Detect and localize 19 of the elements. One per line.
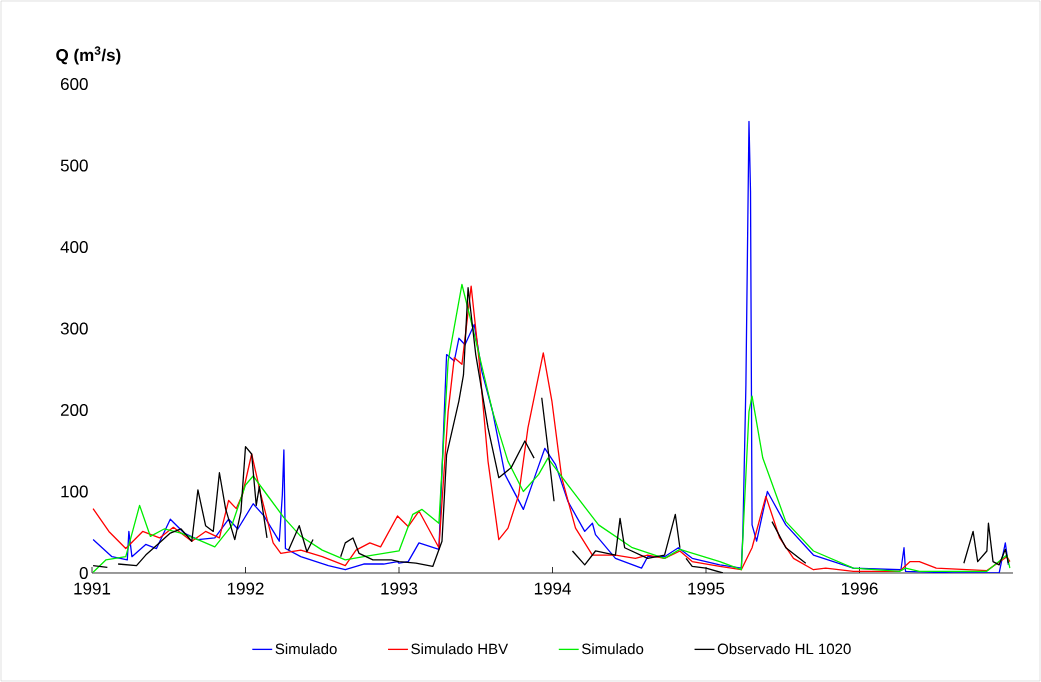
x-tick-label: 1991 — [74, 582, 111, 595]
legend-label: Simulado — [582, 643, 644, 655]
x-tick-label: 1993 — [381, 582, 418, 595]
y-tick-label: 200 — [60, 403, 88, 417]
x-tick-label: 1994 — [534, 582, 571, 595]
y-tick-label: 0 — [79, 566, 88, 580]
y-tick-label: 300 — [60, 322, 88, 335]
y-axis-title: Q (m$^{3}$/s) — [56, 46, 121, 65]
y-tick-label: 100 — [61, 485, 88, 498]
x-tick-label: 1996 — [841, 582, 878, 595]
y-tick-label: 600 — [60, 77, 88, 91]
legend-label: Observado HL 1020 — [717, 643, 851, 655]
y-tick-label: 400 — [60, 240, 88, 254]
legend-label: Simulado HBV — [411, 643, 509, 655]
legend-label: Simulado — [275, 643, 337, 655]
x-tick-label: 1995 — [688, 582, 725, 595]
y-tick-label: 500 — [60, 159, 88, 172]
line-series — [92, 120, 1010, 573]
x-tick-label: 1992 — [227, 582, 264, 595]
